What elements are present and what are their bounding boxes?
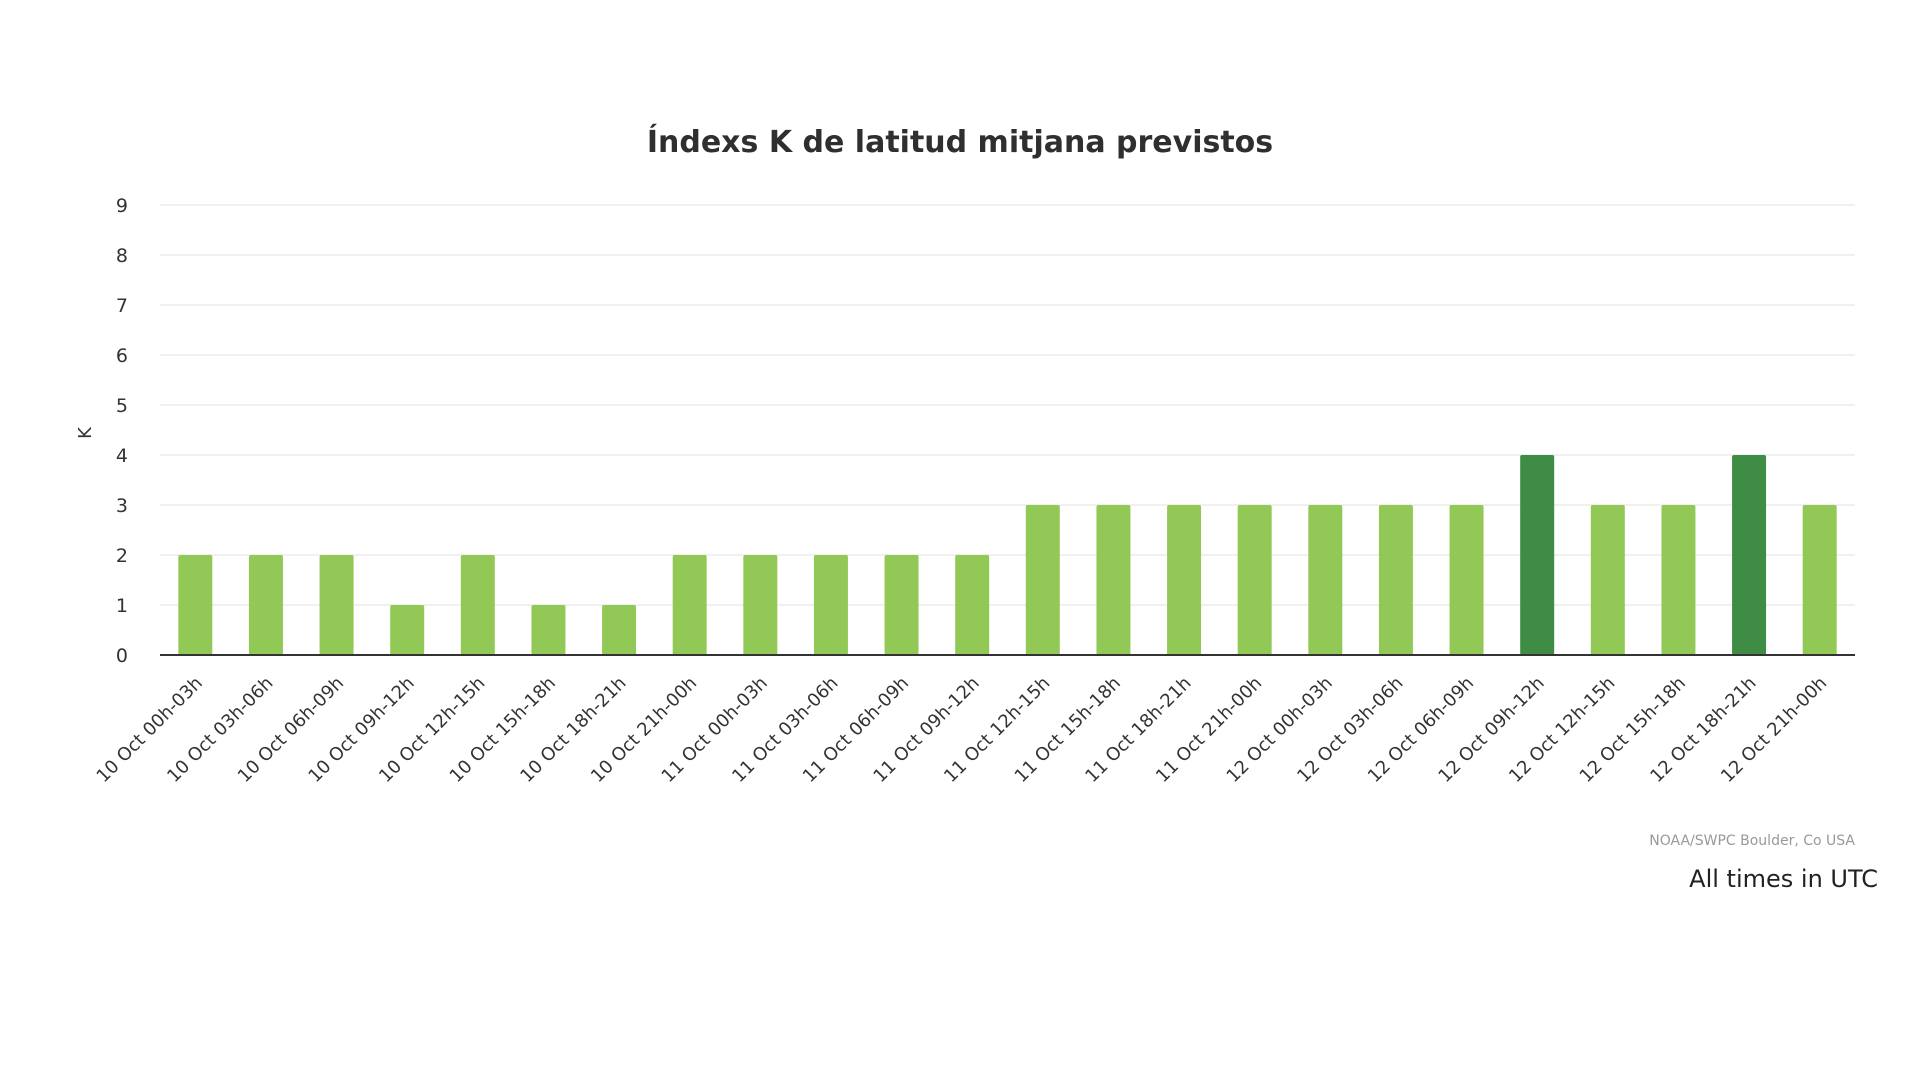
- y-tick-label: 6: [116, 345, 128, 367]
- y-tick-label: 7: [116, 295, 128, 317]
- y-tick-label: 4: [116, 445, 128, 467]
- bar[interactable]: [602, 605, 637, 655]
- bar[interactable]: [1732, 455, 1767, 655]
- chart-title: Índexs K de latitud mitjana previstos: [647, 124, 1273, 160]
- bar[interactable]: [1661, 505, 1696, 655]
- timezone-note: All times in UTC: [1689, 865, 1878, 893]
- bar[interactable]: [884, 555, 919, 655]
- bar[interactable]: [1025, 505, 1060, 655]
- y-axis-label: K: [75, 426, 96, 439]
- y-tick-label: 0: [116, 645, 128, 667]
- bars: [178, 455, 1837, 655]
- bar[interactable]: [1449, 505, 1484, 655]
- y-tick-label: 8: [116, 245, 128, 267]
- y-tick-label: 1: [116, 595, 128, 617]
- y-tick-label: 5: [116, 395, 128, 417]
- bar[interactable]: [1802, 505, 1837, 655]
- bar[interactable]: [1096, 505, 1131, 655]
- bar[interactable]: [1237, 505, 1272, 655]
- y-tick-label: 9: [116, 195, 128, 217]
- bar[interactable]: [1520, 455, 1555, 655]
- y-tick-labels: 0 1 2 3 4 5 6 7 8 9: [116, 195, 128, 667]
- bar[interactable]: [1167, 505, 1202, 655]
- bar[interactable]: [178, 555, 213, 655]
- y-tick-label: 2: [116, 545, 128, 567]
- bar[interactable]: [1378, 505, 1413, 655]
- bar[interactable]: [531, 605, 566, 655]
- bar[interactable]: [460, 555, 495, 655]
- bar[interactable]: [1308, 505, 1343, 655]
- bar[interactable]: [672, 555, 707, 655]
- chart-credit: NOAA/SWPC Boulder, Co USA: [1649, 833, 1855, 849]
- bar[interactable]: [743, 555, 778, 655]
- bar[interactable]: [813, 555, 848, 655]
- bar[interactable]: [955, 555, 990, 655]
- bar[interactable]: [319, 555, 354, 655]
- grid-lines: [160, 204, 1855, 606]
- bar[interactable]: [390, 605, 425, 655]
- bar[interactable]: [1590, 505, 1625, 655]
- bar[interactable]: [248, 555, 283, 655]
- y-tick-label: 3: [116, 495, 128, 517]
